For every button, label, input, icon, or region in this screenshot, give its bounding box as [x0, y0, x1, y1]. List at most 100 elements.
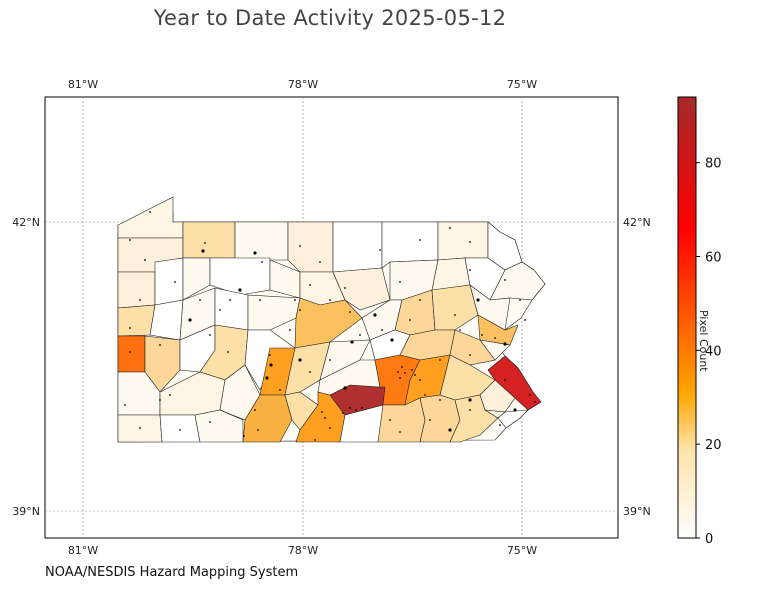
detection-point — [314, 439, 316, 441]
detection-point — [494, 337, 496, 339]
detection-point — [373, 313, 376, 316]
detection-point — [279, 389, 281, 391]
detection-point — [269, 363, 272, 366]
detection-point — [414, 374, 416, 376]
colorbar-tick-label: 0 — [705, 532, 713, 547]
detection-point — [409, 319, 411, 321]
detection-point — [355, 409, 357, 411]
detection-point — [397, 371, 399, 373]
detection-point — [329, 427, 331, 429]
detection-point — [399, 281, 401, 283]
detection-point — [359, 334, 361, 336]
detection-point — [449, 227, 451, 229]
detection-point — [139, 427, 141, 429]
detection-point — [299, 245, 301, 247]
detection-point — [469, 269, 471, 271]
detection-point — [529, 394, 531, 396]
lon-tick-label: 78°W — [288, 78, 318, 91]
detection-point — [448, 428, 451, 431]
lon-tick-label: 75°W — [507, 78, 537, 91]
detection-point — [243, 435, 245, 437]
detection-point — [329, 299, 331, 301]
detection-point — [399, 431, 401, 433]
lat-tick-label: 42°N — [12, 216, 40, 229]
detection-point — [481, 334, 483, 336]
detection-point — [129, 351, 131, 353]
detection-point — [419, 299, 421, 301]
detection-point — [289, 329, 291, 331]
detection-point — [324, 417, 326, 419]
colorbar-tick-label: 20 — [705, 438, 722, 453]
detection-point — [469, 409, 471, 411]
detection-point — [349, 311, 351, 313]
detection-point — [229, 299, 231, 301]
colorbar-tick-label: 60 — [705, 251, 722, 266]
detection-point — [469, 354, 471, 356]
detection-point — [350, 340, 353, 343]
detection-point — [519, 299, 521, 301]
detection-point — [504, 279, 506, 281]
detection-point — [299, 309, 301, 311]
detection-point — [468, 398, 471, 401]
detection-point — [209, 334, 211, 336]
detection-point — [329, 359, 331, 361]
lon-tick-label: 81°W — [68, 78, 98, 91]
detection-point — [503, 342, 506, 345]
detection-point — [419, 239, 421, 241]
lat-tick-label: 39°N — [623, 505, 651, 518]
detection-point — [159, 399, 161, 401]
detection-point — [227, 351, 229, 353]
detection-point — [294, 299, 296, 301]
detection-point — [309, 284, 311, 286]
detection-point — [139, 299, 141, 301]
detection-point — [429, 419, 431, 421]
detection-point — [424, 394, 426, 396]
lat-tick-label: 42°N — [623, 216, 651, 229]
detection-point — [401, 366, 403, 368]
detection-point — [399, 377, 401, 379]
pa-counties — [118, 197, 545, 442]
detection-point — [129, 327, 131, 329]
detection-point — [199, 299, 201, 301]
detection-point — [254, 409, 256, 411]
lon-tick-label: 75°W — [507, 544, 537, 557]
detection-point — [309, 371, 311, 373]
detection-point — [259, 299, 261, 301]
detection-point — [349, 407, 351, 409]
detection-point — [499, 424, 501, 426]
detection-point — [459, 329, 461, 331]
lat-tick-label: 39°N — [12, 505, 40, 518]
detection-point — [204, 242, 206, 244]
detection-point — [169, 394, 171, 396]
detection-point — [174, 281, 176, 283]
detection-point — [439, 359, 441, 361]
detection-point — [513, 408, 516, 411]
detection-point — [343, 386, 346, 389]
detection-point — [253, 251, 256, 254]
county-west-orange — [118, 336, 145, 372]
detection-point — [124, 404, 126, 406]
detection-point — [298, 358, 301, 361]
detection-point — [524, 319, 526, 321]
detection-point — [261, 261, 263, 263]
colorbar-tick-label: 80 — [705, 157, 722, 172]
source-credit: NOAA/NESDIS Hazard Mapping System — [45, 565, 298, 580]
detection-point — [411, 369, 413, 371]
detection-point — [439, 399, 441, 401]
detection-point — [381, 329, 383, 331]
detection-point — [342, 412, 344, 414]
detection-point — [404, 372, 406, 374]
detection-point — [454, 314, 456, 316]
lon-ticks-top: 81°W 78°W 75°W — [68, 78, 537, 91]
detection-point — [344, 287, 346, 289]
detection-point — [219, 309, 221, 311]
detection-point — [319, 261, 321, 263]
detection-point — [476, 298, 479, 301]
detection-point — [390, 338, 393, 341]
detection-point — [188, 318, 191, 321]
detection-point — [159, 344, 161, 346]
detection-point — [179, 429, 181, 431]
detection-point — [144, 259, 146, 261]
lat-ticks-right: 42°N 39°N — [623, 216, 651, 518]
